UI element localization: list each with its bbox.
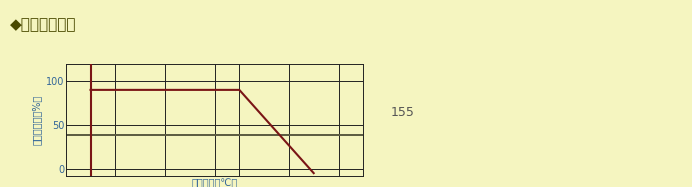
X-axis label: 环境温度（℃）: 环境温度（℃） — [192, 179, 237, 187]
Text: ◆负荷减轻曲线: ◆负荷减轻曲线 — [10, 17, 77, 32]
Y-axis label: 额定功率比（%）: 额定功率比（%） — [32, 95, 42, 145]
Text: 155: 155 — [391, 106, 415, 119]
